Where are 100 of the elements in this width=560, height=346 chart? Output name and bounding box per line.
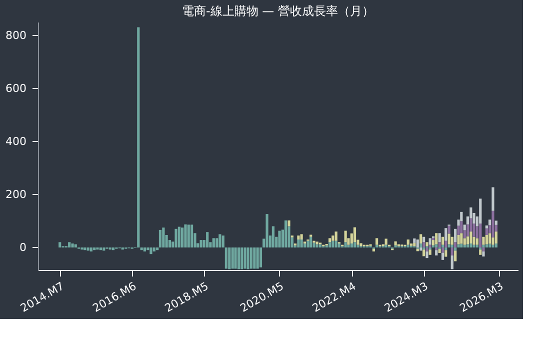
y-tick-label: 600 xyxy=(6,82,26,95)
bar xyxy=(190,224,194,248)
bar xyxy=(438,233,441,242)
bar xyxy=(228,247,231,270)
bar xyxy=(143,247,146,252)
bar xyxy=(300,239,303,248)
bar xyxy=(187,224,190,248)
bar xyxy=(353,227,356,242)
bar xyxy=(470,243,472,248)
bar xyxy=(102,247,106,251)
bar xyxy=(422,236,426,242)
bar xyxy=(224,247,228,269)
bar xyxy=(422,242,426,248)
bar xyxy=(482,251,485,256)
bar xyxy=(250,247,253,269)
bar xyxy=(448,234,450,244)
bar xyxy=(420,234,422,244)
bar xyxy=(316,242,318,244)
bar xyxy=(74,244,77,248)
bar xyxy=(426,251,428,258)
bar xyxy=(485,228,488,235)
bar xyxy=(422,247,426,250)
bar xyxy=(460,212,463,222)
bar xyxy=(288,220,290,226)
bar xyxy=(416,239,419,248)
bar xyxy=(162,228,165,248)
bar xyxy=(332,236,334,241)
bar xyxy=(303,243,306,248)
bar xyxy=(284,220,288,248)
bar xyxy=(237,247,240,270)
bar xyxy=(206,232,209,248)
bar xyxy=(216,238,218,248)
bar xyxy=(441,236,444,245)
bar xyxy=(218,234,222,248)
bar xyxy=(479,250,482,255)
bar xyxy=(234,247,237,269)
bar xyxy=(435,233,438,244)
bar xyxy=(494,220,498,225)
bar xyxy=(394,241,397,246)
bar xyxy=(300,234,303,240)
bar xyxy=(181,228,184,248)
bar xyxy=(432,238,435,240)
bar xyxy=(441,247,444,253)
bar xyxy=(479,224,482,248)
bar xyxy=(231,247,234,269)
bar xyxy=(457,244,460,248)
bar xyxy=(494,232,498,244)
bar xyxy=(476,238,478,245)
bar xyxy=(184,224,187,248)
bar xyxy=(460,244,463,248)
bar xyxy=(310,236,312,248)
bar xyxy=(457,234,460,244)
y-tick-label: 0 xyxy=(20,240,26,254)
bar xyxy=(319,244,322,248)
bar xyxy=(435,244,438,248)
bar xyxy=(86,247,90,251)
bar xyxy=(482,247,485,252)
bar xyxy=(472,244,476,248)
bar xyxy=(488,220,492,226)
bar xyxy=(80,247,84,250)
bar xyxy=(454,228,457,242)
bar xyxy=(332,240,334,248)
bar xyxy=(450,247,454,256)
bar xyxy=(90,247,92,252)
bar xyxy=(470,232,472,244)
bar xyxy=(334,240,338,248)
bar xyxy=(492,244,494,248)
bar xyxy=(375,238,378,245)
bar xyxy=(150,247,152,254)
bar xyxy=(435,250,438,256)
bar xyxy=(492,187,494,211)
bar xyxy=(444,228,448,241)
y-tick-label: 200 xyxy=(6,188,26,201)
bar xyxy=(152,247,156,252)
bar xyxy=(466,244,469,248)
bar xyxy=(444,240,448,248)
bar xyxy=(454,242,457,248)
bar xyxy=(212,238,215,248)
bar xyxy=(444,250,448,257)
bar xyxy=(272,226,275,248)
bar xyxy=(344,230,347,242)
bar xyxy=(256,247,259,269)
y-tick-label: 800 xyxy=(6,28,26,42)
bar xyxy=(488,244,492,248)
bar xyxy=(328,238,332,242)
bar xyxy=(422,250,426,256)
bar xyxy=(482,244,485,248)
bar xyxy=(420,243,422,248)
bar xyxy=(454,250,457,262)
bar xyxy=(158,230,162,248)
bar xyxy=(426,247,428,252)
bar xyxy=(121,247,124,250)
bar xyxy=(338,243,340,248)
bar xyxy=(463,224,466,230)
y-tick-label: 400 xyxy=(6,134,26,148)
bar xyxy=(253,247,256,269)
bar xyxy=(240,247,244,270)
bar xyxy=(350,243,353,248)
bar xyxy=(174,228,178,248)
bar xyxy=(488,233,492,244)
